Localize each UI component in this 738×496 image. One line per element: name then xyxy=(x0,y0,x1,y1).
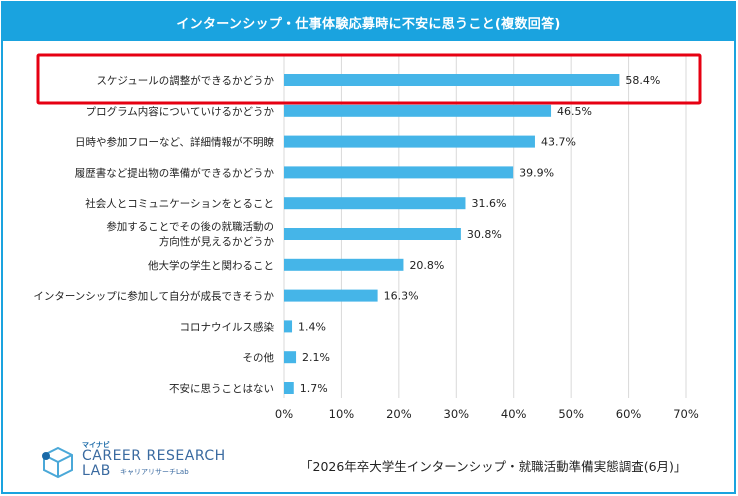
category-label: 履歴書など提出物の準備ができるかどうか xyxy=(75,166,275,179)
bar xyxy=(284,382,294,394)
bar xyxy=(284,135,535,148)
category-label: コロナウイルス感染 xyxy=(180,320,275,333)
bar xyxy=(284,258,404,271)
bar xyxy=(284,228,461,240)
source-note: 「2026年卒大学生インターンシップ・就職活動準備実態調査(6月)」 xyxy=(300,459,687,474)
category-label: スケジュールの調整ができるかどうか xyxy=(96,74,274,87)
logo-career-research: CAREER RESEARCH xyxy=(82,448,226,464)
data-label: 16.3% xyxy=(384,290,419,303)
data-label: 30.8% xyxy=(467,228,502,241)
x-tick-label: 20% xyxy=(386,407,412,421)
data-label: 20.8% xyxy=(409,259,444,272)
x-tick-label: 40% xyxy=(501,407,527,421)
logo-lab: LAB xyxy=(82,463,111,479)
bar xyxy=(284,351,297,364)
data-label: 43.7% xyxy=(541,136,576,149)
x-tick-label: 70% xyxy=(673,407,699,421)
bar xyxy=(284,166,514,179)
bar xyxy=(284,289,378,302)
bar xyxy=(284,197,466,210)
bar xyxy=(284,104,552,117)
category-label: 参加することでその後の就職活動の方向性が見えるかどうか xyxy=(106,220,274,248)
logo-cube-icon xyxy=(42,446,73,479)
data-label: 1.4% xyxy=(298,320,326,333)
x-tick-label: 0% xyxy=(275,407,293,421)
x-tick-label: 30% xyxy=(444,407,470,421)
chart-title: インターンシップ・仕事体験応募時に不安に思うこと(複数回答) xyxy=(3,3,734,41)
category-label: プログラム内容についていけるかどうか xyxy=(86,105,275,118)
data-label: 2.1% xyxy=(302,351,330,364)
bar xyxy=(284,320,293,333)
x-tick-label: 60% xyxy=(616,407,642,421)
highlight-box xyxy=(36,53,702,105)
category-label: 他大学の学生と関わること xyxy=(148,259,274,272)
logo-sub: キャリアリサーチLab xyxy=(120,468,189,476)
bar xyxy=(284,74,620,86)
data-label: 31.6% xyxy=(471,197,506,210)
data-label: 1.7% xyxy=(300,382,328,395)
category-label: その他 xyxy=(243,351,275,364)
x-tick-label: 50% xyxy=(558,407,584,421)
x-tick-label: 10% xyxy=(329,407,355,421)
category-label: 社会人とコミュニケーションをとること xyxy=(85,197,274,210)
category-label: 日時や参加フローなど、詳細情報が不明瞭 xyxy=(75,136,274,149)
category-label: インターンシップに参加して自分が成長できそうか xyxy=(33,290,274,303)
data-label: 46.5% xyxy=(557,105,592,118)
category-label: 不安に思うことはない xyxy=(169,382,274,395)
data-label: 39.9% xyxy=(519,166,554,179)
data-label: 58.4% xyxy=(625,74,660,87)
logo-brand-small: マイナビ xyxy=(82,441,110,449)
